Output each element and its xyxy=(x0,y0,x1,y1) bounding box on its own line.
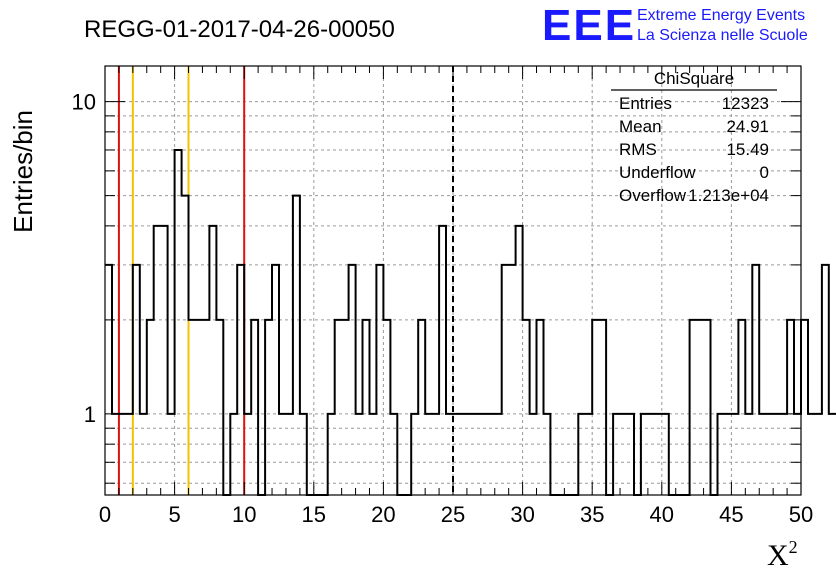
stats-value: 15.49 xyxy=(726,140,769,159)
marker-lines xyxy=(117,66,454,495)
stats-label: Underflow xyxy=(619,163,696,182)
org-name-line1: Extreme Energy Events xyxy=(637,7,805,24)
stats-value: 1.213e+04 xyxy=(688,186,769,205)
stats-label: Entries xyxy=(619,94,672,113)
x-tick-label: 5 xyxy=(168,502,180,527)
x-tick-label: 35 xyxy=(580,502,604,527)
y-tick-label: 10 xyxy=(72,90,96,115)
x-axis-title: X2 xyxy=(767,537,798,572)
x-tick-label: 50 xyxy=(789,502,813,527)
y-tick-label: 1 xyxy=(84,402,96,427)
x-tick-label: 15 xyxy=(302,502,326,527)
stats-value: 12323 xyxy=(722,94,769,113)
stats-value: 24.91 xyxy=(726,117,769,136)
org-name-line2: La Scienza nelle Scuole xyxy=(637,27,808,44)
x-tick-label: 40 xyxy=(650,502,674,527)
run-title: REGG-01-2017-04-26-00050 xyxy=(84,16,395,43)
stats-box: ChiSquare Entries 12323 Mean 24.91 RMS 15.49 U… xyxy=(611,69,777,205)
x-tick-label: 10 xyxy=(232,502,256,527)
stats-title: ChiSquare xyxy=(654,69,734,88)
axis-ticks xyxy=(104,66,802,495)
stats-value: 0 xyxy=(760,163,769,182)
x-tick-label: 25 xyxy=(441,502,465,527)
stats-rows: Entries 12323 Mean 24.91 RMS 15.49 Underflow 0 O… xyxy=(619,94,769,205)
x-tick-labels: 0 5 10 15 20 25 30 35 40 45 50 xyxy=(99,502,813,527)
stats-label: Overflow xyxy=(619,186,687,205)
stats-label: RMS xyxy=(619,140,657,159)
x-tick-label: 30 xyxy=(510,502,534,527)
y-tick-labels: 1 10 xyxy=(72,90,96,427)
y-axis-title: Entries/bin xyxy=(8,110,38,233)
x-tick-label: 0 xyxy=(99,502,111,527)
histogram-line xyxy=(105,149,836,496)
stats-label: Mean xyxy=(619,117,662,136)
x-tick-label: 45 xyxy=(719,502,743,527)
eee-logo: EEE xyxy=(542,1,636,50)
x-tick-label: 20 xyxy=(371,502,395,527)
